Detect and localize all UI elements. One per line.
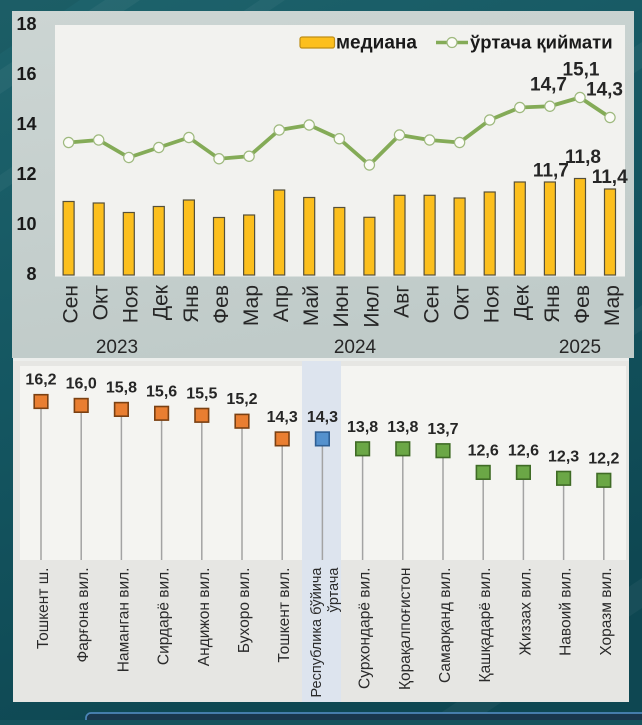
svg-text:Апр: Апр [270,285,293,322]
svg-text:Авг: Авг [390,285,413,318]
svg-text:14,7: 14,7 [530,75,567,96]
svg-text:Тошкент вил.: Тошкент вил. [276,568,293,663]
svg-text:Июн: Июн [330,285,353,327]
svg-text:Ноя: Ноя [120,285,143,323]
svg-text:10: 10 [16,214,36,234]
svg-text:2023: 2023 [96,337,138,358]
svg-text:Хоразм вил.: Хоразм вил. [598,568,615,656]
svg-text:Сирдарё вил.: Сирдарё вил. [156,568,173,666]
svg-text:ўртача қиймати: ўртача қиймати [470,32,613,53]
svg-text:16,0: 16,0 [66,375,97,392]
svg-text:15,6: 15,6 [146,383,177,400]
svg-text:Тошкент ш.: Тошкент ш. [35,568,52,650]
svg-text:12,6: 12,6 [508,442,539,459]
svg-text:14: 14 [16,114,36,134]
svg-text:13,7: 13,7 [427,421,458,438]
svg-text:Бухоро вил.: Бухоро вил. [236,568,253,654]
svg-text:Окт: Окт [90,285,113,321]
svg-text:11,4: 11,4 [592,167,628,188]
svg-text:Самарқанд вил.: Самарқанд вил. [437,568,454,683]
svg-text:16,2: 16,2 [25,372,56,389]
svg-text:Мар: Мар [240,285,263,326]
svg-text:Андижон вил.: Андижон вил. [196,568,213,667]
svg-text:ўртача: ўртача [326,567,342,613]
svg-text:13,8: 13,8 [347,419,378,436]
svg-text:13,8: 13,8 [387,419,418,436]
svg-text:18: 18 [16,14,36,34]
svg-text:15,5: 15,5 [186,385,217,402]
svg-text:Қорақалпоғистон: Қорақалпоғистон [397,568,414,691]
svg-text:12,2: 12,2 [588,450,619,467]
svg-text:Дек: Дек [150,284,173,320]
svg-text:Янв: Янв [180,285,203,323]
svg-text:12,6: 12,6 [468,442,499,459]
svg-text:Сен: Сен [421,285,444,323]
svg-text:2025: 2025 [559,337,601,358]
svg-text:14,3: 14,3 [586,80,623,101]
svg-text:Окт: Окт [451,285,474,321]
svg-text:Қашқадарё вил.: Қашқадарё вил. [477,568,494,683]
svg-text:Июл: Июл [360,285,383,328]
svg-text:Май: Май [300,285,323,326]
svg-text:Дек: Дек [511,284,534,320]
svg-text:Ноя: Ноя [481,285,504,323]
svg-text:11,8: 11,8 [565,147,601,168]
svg-text:16: 16 [16,64,36,84]
svg-text:Республика бўйича: Республика бўйича [309,567,325,698]
svg-text:Фев: Фев [210,285,233,324]
svg-text:12: 12 [16,164,36,184]
svg-text:Мар: Мар [601,285,624,326]
svg-text:15,1: 15,1 [563,60,600,81]
svg-text:2024: 2024 [334,337,377,358]
svg-text:8: 8 [26,264,36,284]
svg-text:Навоий вил.: Навоий вил. [558,568,575,656]
svg-text:Жиззах вил.: Жиззах вил. [517,568,534,656]
svg-text:Наманган вил.: Наманган вил. [115,568,132,673]
svg-text:11,7: 11,7 [533,161,569,182]
svg-text:15,2: 15,2 [226,391,257,408]
svg-text:15,8: 15,8 [106,379,137,396]
svg-text:14,3: 14,3 [307,409,338,426]
svg-text:Фев: Фев [571,285,594,324]
svg-text:Фарғона вил.: Фарғона вил. [75,568,92,663]
svg-text:Сен: Сен [60,285,83,323]
svg-text:медиана: медиана [336,33,417,54]
svg-text:12,3: 12,3 [548,448,579,465]
svg-text:Янв: Янв [541,285,564,323]
svg-text:Сурхондарё вил.: Сурхондарё вил. [357,568,374,689]
svg-text:14,3: 14,3 [267,409,298,426]
